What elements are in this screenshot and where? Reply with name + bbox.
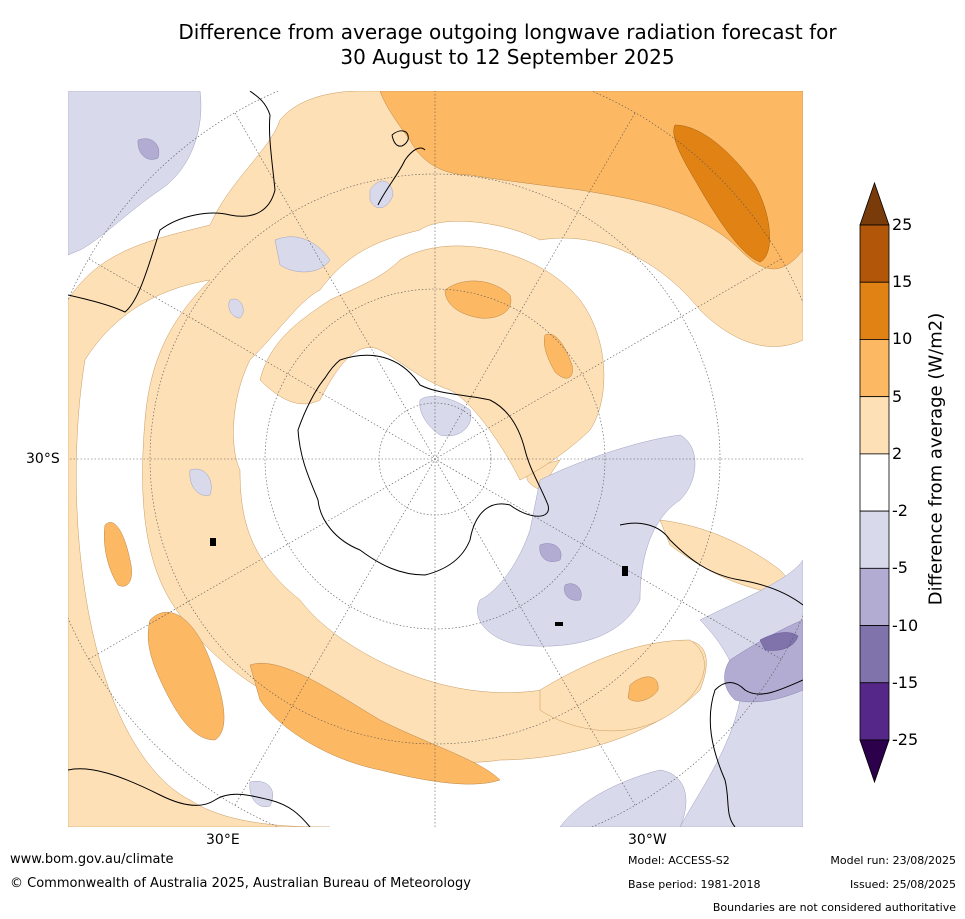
colorbar: [859, 181, 890, 784]
meridian-60w: [88, 258, 782, 660]
anomaly-bottom-orange: [249, 663, 501, 785]
anomaly-left-small-orange: [104, 522, 132, 587]
colorbar-tick-label: 15: [892, 272, 913, 292]
colorbar-box-5-to-10: [859, 339, 890, 398]
island-falklands: [622, 566, 628, 576]
island-south-georgia: [555, 622, 563, 626]
colorbar-extend-max: [859, 181, 890, 226]
anomaly-left-orange: [147, 611, 225, 741]
new-zealand-coastline: [377, 130, 426, 206]
colorbar-tick-label: -2: [892, 501, 908, 521]
coastlines: [68, 91, 803, 827]
anomaly-south-atlantic-light-orange: [539, 639, 705, 732]
footer-model: Model: ACCESS-S2: [628, 854, 730, 867]
colorbar-tick-label: -15: [892, 672, 919, 692]
footer-url: www.bom.gov.au/climate: [10, 852, 174, 867]
anomaly-topleft-light-purple: [68, 91, 202, 256]
colorbar-tick-label: 5: [892, 386, 903, 406]
map-title: Difference from average outgoing longwav…: [0, 20, 965, 70]
colorbar-tick-label: 2: [892, 443, 903, 463]
madagascar-india-coastline: [68, 768, 311, 827]
footer-issued: Issued: 25/08/2025: [849, 878, 956, 891]
colorbar-title: Difference from average (W/m2): [925, 312, 947, 606]
island-heard: [210, 538, 216, 546]
graticule: [68, 91, 803, 827]
antarctica-coastline: [297, 354, 549, 576]
footer-base-period: Base period: 1981-2018: [628, 878, 761, 891]
colorbar-box-15-to-25: [859, 224, 890, 283]
anomaly-atlantic-small-orange: [627, 676, 659, 702]
label-30s: 30°S: [26, 451, 60, 467]
latitude-circle-45s: [149, 173, 721, 745]
anomaly-medium-purple: [137, 138, 803, 703]
anomaly-light-purple-pacific-patch: [369, 180, 394, 208]
anomaly-bottom-right-light-purple: [559, 769, 687, 827]
colorbar-tick-label: 25: [892, 215, 913, 234]
title-line-2: 30 August to 12 September 2025: [340, 45, 675, 69]
anomaly-right-small-orange: [544, 333, 573, 379]
australia-coastline: [68, 91, 276, 313]
south-america-coastline: [619, 522, 803, 606]
latitude-circle-60s: [264, 288, 606, 630]
anomaly-center-orange: [444, 280, 512, 319]
africa-coastline: [709, 679, 803, 827]
anomaly-antarctic-light-purple: [419, 396, 472, 437]
colorbar-box--25-to--15: [859, 682, 890, 741]
title-line-1: Difference from average outgoing longwav…: [178, 20, 837, 44]
colorbar-box--2-to-2: [859, 453, 890, 512]
colorbar-tick-label: 10: [892, 329, 913, 349]
islands: [210, 538, 628, 626]
footer-copyright: © Commonwealth of Australia 2025, Austra…: [10, 876, 471, 891]
colorbar-box-2-to-5: [859, 396, 890, 455]
anomaly-south-atlantic-light-purple: [477, 434, 696, 647]
colorbar-box--10-to--5: [859, 567, 890, 626]
label-30w: 30°W: [628, 832, 667, 848]
label-30e: 30°E: [206, 832, 240, 848]
colorbar-tick-label: -10: [892, 615, 919, 635]
colorbar-box--15-to--10: [859, 625, 890, 684]
anomaly-dark-purple: [759, 632, 799, 651]
colorbar-box-10-to-15: [859, 281, 890, 340]
colorbar-tick-label: -25: [892, 730, 919, 749]
colorbar-box--5-to--2: [859, 510, 890, 569]
footer-model-run: Model run: 23/08/2025: [830, 854, 956, 867]
colorbar-extend-min: [859, 739, 890, 784]
anomaly-scatter-light-purple: [189, 236, 331, 808]
anomaly-dark-orange: [673, 124, 770, 263]
colorbar-tick-label: -5: [892, 558, 908, 578]
footer-disclaimer: Boundaries are not considered authoritat…: [712, 901, 956, 914]
map-panel: [68, 91, 803, 827]
